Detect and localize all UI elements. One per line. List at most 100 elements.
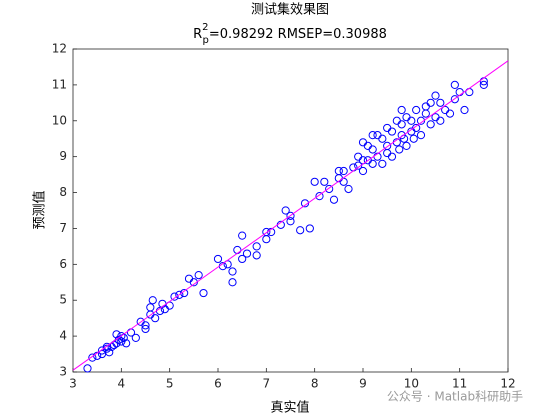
point	[378, 134, 387, 143]
point	[122, 339, 131, 348]
x-axis-label: 真实值	[270, 400, 309, 416]
subtitle-sub: p	[203, 35, 209, 46]
point	[436, 116, 445, 125]
point	[102, 342, 111, 351]
fit-line	[72, 60, 509, 371]
x-tick-label: 8	[311, 377, 319, 391]
y-tick-label: 10	[52, 113, 67, 127]
point	[450, 95, 459, 104]
point	[325, 184, 334, 194]
point	[199, 288, 208, 298]
point	[117, 332, 126, 341]
point	[175, 290, 184, 299]
y-tick-label: 6	[59, 257, 67, 271]
point	[412, 105, 421, 115]
point	[88, 353, 97, 362]
point	[281, 206, 290, 215]
point	[412, 123, 421, 133]
point	[329, 195, 339, 204]
point	[252, 251, 261, 260]
point	[213, 254, 223, 264]
x-tick-label: 9	[359, 377, 367, 391]
chart-title: 测试集效果图	[251, 2, 329, 18]
point	[431, 91, 440, 100]
point	[310, 177, 319, 186]
point	[358, 138, 368, 147]
point	[383, 148, 392, 158]
point	[426, 120, 435, 129]
x-tick-label: 12	[500, 377, 515, 391]
y-tick-label: 5	[59, 293, 67, 307]
point	[242, 249, 252, 258]
point	[416, 116, 426, 125]
x-tick-label: 5	[166, 377, 174, 391]
point	[409, 134, 418, 143]
y-tick-label: 12	[52, 42, 67, 56]
point	[320, 177, 329, 186]
point	[184, 274, 194, 283]
watermark: 公众号 · Matlab科研助手	[387, 390, 523, 404]
point	[262, 235, 271, 244]
point	[339, 166, 348, 176]
y-tick-label: 4	[59, 329, 67, 343]
point	[334, 166, 343, 176]
y-tick-label: 7	[59, 221, 67, 235]
subtitle-rest: =0.98292 RMSEP=0.30988	[209, 27, 387, 42]
point	[252, 242, 261, 251]
point	[286, 217, 295, 226]
x-tick-label: 11	[452, 377, 467, 391]
point	[141, 321, 150, 330]
point	[426, 98, 435, 107]
point	[416, 131, 426, 140]
point	[300, 199, 310, 208]
point	[286, 211, 295, 220]
point	[148, 296, 157, 305]
point	[407, 116, 416, 125]
point	[238, 231, 247, 240]
point	[180, 288, 189, 298]
y-tick-label: 3	[59, 365, 67, 379]
x-tick-label: 6	[214, 377, 222, 391]
point	[141, 324, 150, 334]
point	[450, 80, 459, 89]
point	[397, 120, 406, 129]
point	[436, 98, 445, 107]
point	[354, 161, 363, 170]
point	[368, 159, 377, 168]
x-tick-label: 7	[263, 377, 271, 391]
point	[387, 127, 397, 136]
point	[83, 364, 92, 373]
x-tick-label: 10	[404, 377, 419, 391]
point	[151, 314, 160, 323]
point	[305, 224, 314, 233]
point	[315, 192, 324, 201]
point	[228, 278, 237, 287]
point	[445, 109, 455, 118]
chart-subtitle: R2 p=0.98292 RMSEP=0.30988	[193, 22, 387, 46]
point	[131, 333, 140, 343]
subtitle-sup: 2	[202, 22, 208, 33]
point	[170, 292, 179, 301]
point	[358, 166, 368, 176]
point	[402, 141, 411, 150]
point	[105, 348, 114, 357]
point	[368, 131, 377, 140]
y-tick-label: 11	[52, 77, 67, 91]
point	[460, 105, 469, 115]
point	[397, 105, 406, 115]
y-tick-label: 9	[59, 149, 67, 163]
point	[228, 267, 237, 276]
point	[368, 145, 377, 154]
point	[146, 303, 155, 312]
point	[296, 226, 305, 235]
point	[378, 159, 387, 168]
point	[238, 254, 247, 264]
point	[112, 330, 121, 339]
point	[344, 184, 353, 194]
x-tick-label: 3	[69, 377, 77, 391]
point	[395, 145, 404, 154]
subtitle-base: R	[193, 27, 202, 42]
y-tick-label: 8	[59, 185, 67, 199]
x-tick-label: 4	[118, 377, 126, 391]
